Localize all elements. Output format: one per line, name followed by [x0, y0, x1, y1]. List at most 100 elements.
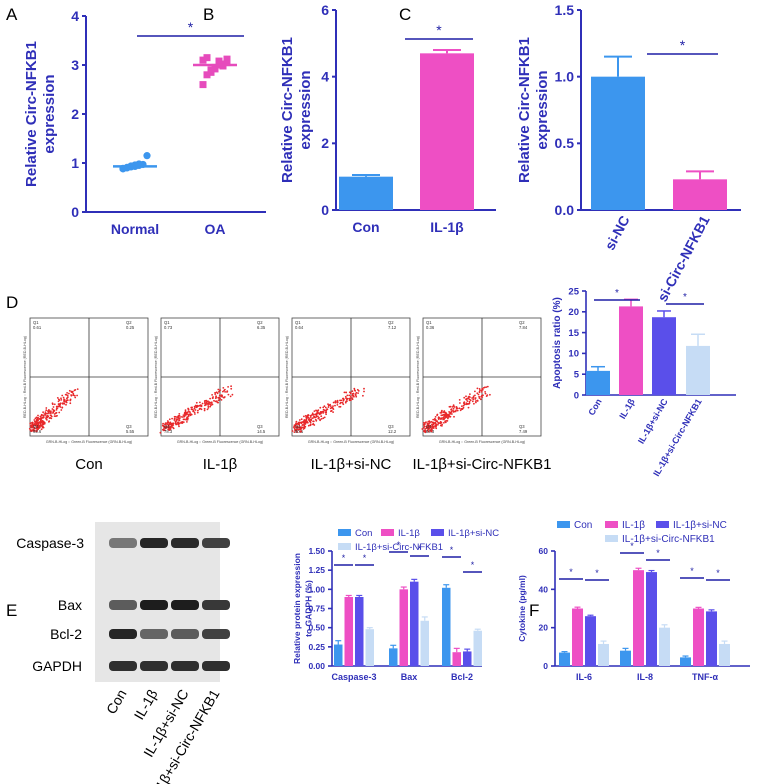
flow-event-dot — [161, 424, 164, 427]
flow-event-dot — [468, 400, 471, 403]
bar — [585, 616, 596, 666]
legend-entry: IL-1β+si-Circ-NFKB1 — [355, 542, 443, 553]
flow-event-dot — [480, 391, 483, 393]
flow-event-dot — [166, 421, 169, 424]
flow-event-dot — [182, 421, 185, 423]
quadrant-value: 7.12 — [388, 325, 397, 330]
y-tick-label: 25 — [568, 286, 579, 297]
x-tick-label: Normal — [111, 221, 159, 237]
flow-event-dot — [340, 399, 343, 402]
flow-event-dot — [443, 410, 446, 412]
y-axis-label: expression — [534, 70, 551, 149]
flow-event-dot — [173, 419, 176, 421]
flow-event-dot — [466, 400, 469, 402]
quadrant-value: 0.61 — [33, 325, 42, 330]
flow-event-dot — [194, 404, 197, 407]
panel-c-chart: 0.0 0.5 1.0 1.5 Relative Circ-NFKB1 expressio… — [516, 2, 741, 304]
flow-event-dot — [74, 396, 77, 399]
flow-event-dot — [469, 393, 471, 395]
flow-event-dot — [322, 406, 325, 409]
quadrant-name: Q1 — [164, 320, 170, 325]
bar — [586, 370, 610, 395]
flow-event-dot — [35, 430, 38, 433]
flow-event-dot — [319, 406, 322, 409]
flow-event-dot — [423, 425, 426, 428]
flow-event-dot — [227, 393, 230, 396]
flow-event-dot — [220, 399, 223, 401]
legend-swatch — [605, 521, 618, 528]
panel-letter-E: E — [6, 601, 17, 620]
flow-event-dot — [32, 429, 35, 431]
y-tick-label: 5 — [574, 370, 580, 381]
flow-event-dot — [339, 401, 342, 404]
flow-event-dot — [309, 416, 312, 418]
flow-event-dot — [479, 398, 482, 401]
flow-event-dot — [230, 385, 233, 388]
flow-event-dot — [68, 389, 71, 392]
flow-event-dot — [475, 401, 477, 404]
flow-event-dot — [56, 397, 59, 399]
flow-event-dot — [303, 427, 306, 430]
data-point — [207, 68, 215, 76]
flow-event-dot — [223, 396, 225, 399]
blot-band — [171, 600, 199, 610]
flow-event-dot — [342, 403, 345, 406]
flow-event-dot — [163, 426, 166, 428]
panel-f-chart: 0 20 40 60 Cytokine (pg/ml) IL-6 * * IL-8 * * TNF-α… — [517, 520, 750, 682]
flow-event-dot — [317, 417, 320, 420]
y-tick-label: 0.50 — [308, 623, 325, 633]
flow-event-dot — [189, 413, 192, 415]
flow-event-dot — [28, 427, 31, 430]
flow-event-dot — [193, 411, 196, 414]
flow-event-dot — [476, 400, 479, 402]
blot-lane-label: IL-1β — [131, 687, 161, 723]
quadrant-name: Q4 — [164, 424, 170, 429]
y-tick-label: 1.5 — [555, 2, 575, 18]
flow-event-dot — [210, 401, 213, 404]
x-tick-label: IL-1β — [430, 219, 464, 235]
flow-event-dot — [483, 386, 486, 389]
panel-letter-A: A — [6, 5, 18, 24]
blot-band — [202, 629, 230, 639]
flow-event-dot — [42, 414, 45, 417]
y-tick-label: 40 — [539, 584, 549, 594]
quadrant-name: Q2 — [388, 320, 394, 325]
flow-sample-label: IL-1β+si-Circ-NFKB1 — [412, 456, 551, 473]
legend-swatch — [605, 535, 618, 542]
flow-event-dot — [30, 430, 33, 433]
y-tick-label: 60 — [539, 546, 549, 556]
flow-event-dot — [55, 405, 58, 408]
flow-event-dot — [442, 418, 444, 421]
bar — [355, 597, 364, 666]
flow-event-dot — [314, 418, 317, 421]
flow-event-dot — [434, 425, 437, 428]
flow-event-dot — [46, 419, 48, 421]
flow-event-dot — [39, 422, 42, 425]
flow-event-dot — [203, 400, 206, 402]
flow-event-dot — [302, 423, 304, 426]
flow-event-dot — [217, 388, 220, 391]
bar — [591, 76, 645, 211]
bar — [706, 611, 717, 666]
flow-event-dot — [455, 409, 457, 412]
y-tick-label: 20 — [539, 623, 549, 633]
flow-event-dot — [353, 387, 356, 390]
flow-event-dot — [449, 413, 452, 415]
flow-event-dot — [33, 427, 36, 429]
flow-event-dot — [48, 420, 51, 422]
flow-event-dot — [481, 388, 484, 391]
flow-event-dot — [211, 394, 214, 396]
flow-event-dot — [431, 424, 434, 427]
flow-event-dot — [351, 397, 353, 399]
y-tick-label: 10 — [568, 349, 579, 360]
flow-event-dot — [74, 389, 77, 391]
flow-event-dot — [221, 396, 224, 398]
flow-event-dot — [292, 426, 295, 428]
significance-star: * — [436, 22, 442, 38]
flow-event-dot — [230, 387, 233, 390]
bar — [452, 652, 461, 666]
flow-event-dot — [166, 426, 168, 429]
flow-event-dot — [459, 409, 462, 412]
bar — [633, 570, 644, 666]
